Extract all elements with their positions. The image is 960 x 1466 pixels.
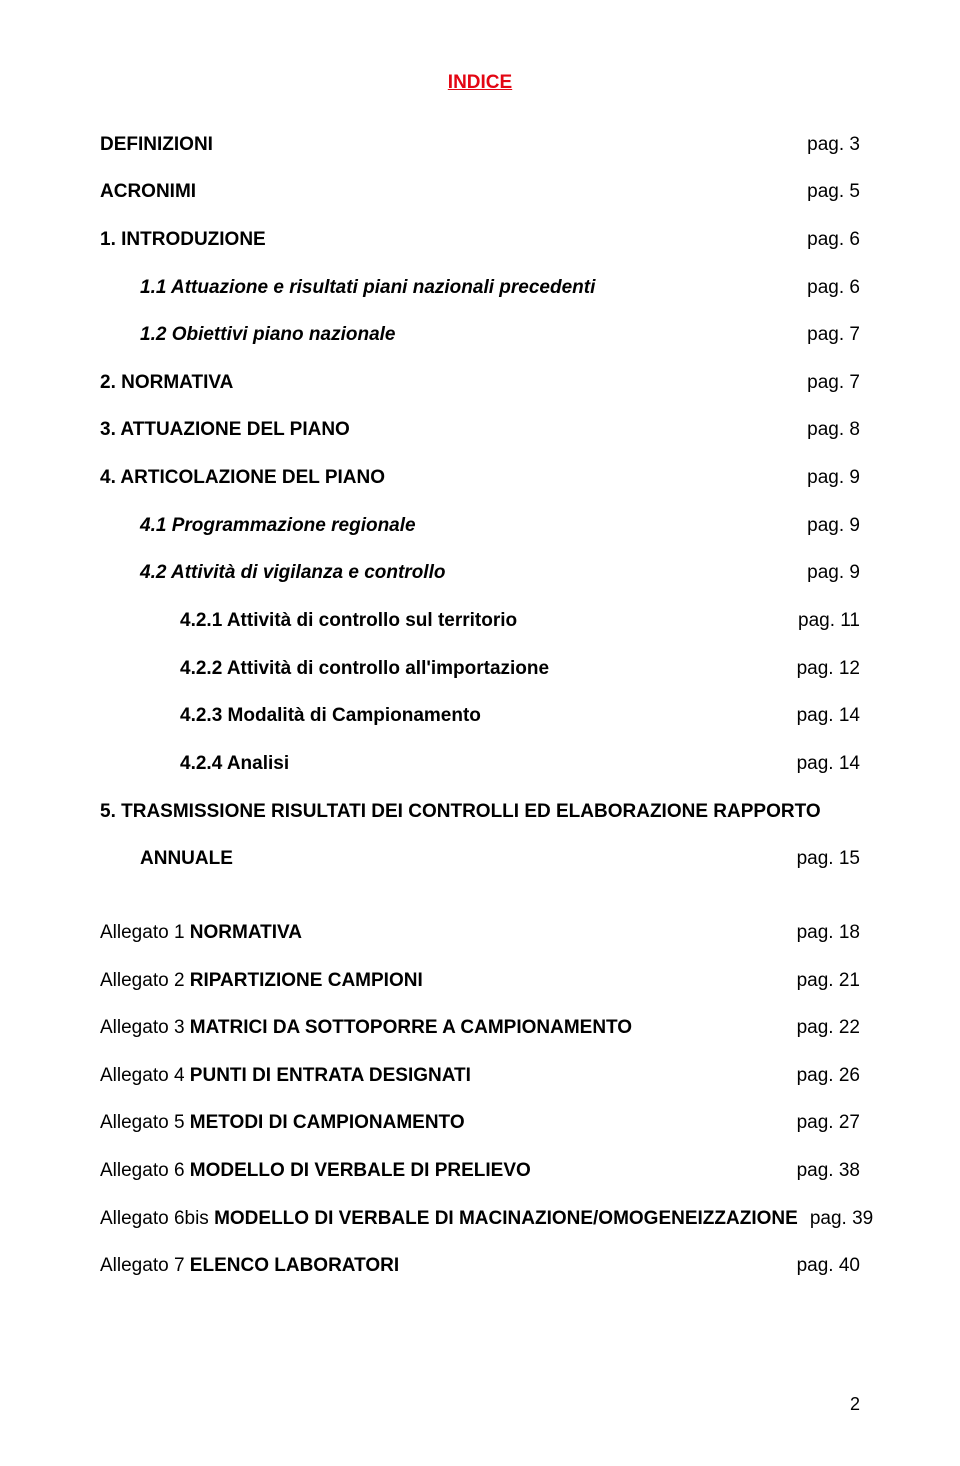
- annex-label: Allegato 7 ELENCO LABORATORI: [100, 1253, 399, 1279]
- toc-pageref: pag. 14: [785, 703, 860, 729]
- annex-prefix: Allegato 2: [100, 970, 190, 991]
- annex-label: Allegato 2 RIPARTIZIONE CAMPIONI: [100, 968, 423, 994]
- annex-label: Allegato 6bis MODELLO DI VERBALE DI MACI…: [100, 1206, 798, 1232]
- toc-row: 5. TRASMISSIONE RISULTATI DEI CONTROLLI …: [100, 799, 860, 825]
- toc-pageref: pag. 3: [795, 132, 860, 158]
- annex-pageref: pag. 21: [785, 968, 860, 994]
- annex-title: RIPARTIZIONE CAMPIONI: [190, 970, 423, 991]
- toc-label: 4.2 Attività di vigilanza e controllo: [140, 560, 445, 586]
- toc-row: 4.2.3 Modalità di Campionamento pag. 14: [100, 703, 860, 729]
- toc-pageref: pag. 12: [785, 656, 860, 682]
- toc-row: 1.2 Obiettivi piano nazionale pag. 7: [100, 322, 860, 348]
- annex-row: Allegato 4 PUNTI DI ENTRATA DESIGNATI pag…: [100, 1063, 860, 1089]
- toc-row: 4.2.2 Attività di controllo all'importaz…: [100, 656, 860, 682]
- annex-row: Allegato 6 MODELLO DI VERBALE DI PRELIEV…: [100, 1158, 860, 1184]
- annex-row: Allegato 3 MATRICI DA SOTTOPORRE A CAMPI…: [100, 1015, 860, 1041]
- annex-prefix: Allegato 6: [100, 1160, 190, 1181]
- toc-row: 2. NORMATIVA pag. 7: [100, 370, 860, 396]
- toc-pageref: pag. 15: [785, 846, 860, 872]
- toc-row: 3. ATTUAZIONE DEL PIANO pag. 8: [100, 417, 860, 443]
- toc-label: 4.2.4 Analisi: [180, 751, 289, 777]
- annex-pageref: pag. 22: [785, 1015, 860, 1041]
- toc-pageref: pag. 11: [786, 608, 860, 634]
- annex-title: MODELLO DI VERBALE DI MACINAZIONE/OMOGEN…: [214, 1208, 798, 1229]
- toc-label: 4. ARTICOLAZIONE DEL PIANO: [100, 465, 385, 491]
- annex-pageref: pag. 40: [785, 1253, 860, 1279]
- annex-prefix: Allegato 7: [100, 1255, 190, 1276]
- toc-pageref: pag. 9: [795, 465, 860, 491]
- annex-row: Allegato 5 METODI DI CAMPIONAMENTO pag. 2…: [100, 1110, 860, 1136]
- toc-row: ACRONIMI pag. 5: [100, 179, 860, 205]
- toc-label: 2. NORMATIVA: [100, 370, 233, 396]
- annex-prefix: Allegato 5: [100, 1112, 190, 1133]
- annex-row: Allegato 6bis MODELLO DI VERBALE DI MACI…: [100, 1206, 860, 1232]
- toc-row: 1.1 Attuazione e risultati piani naziona…: [100, 275, 860, 301]
- annex-row: Allegato 7 ELENCO LABORATORI pag. 40: [100, 1253, 860, 1279]
- annex-title: NORMATIVA: [190, 922, 302, 943]
- annex-label: Allegato 1 NORMATIVA: [100, 920, 302, 946]
- toc-label: 4.2.1 Attività di controllo sul territor…: [180, 608, 517, 634]
- toc-label: 4.2.3 Modalità di Campionamento: [180, 703, 481, 729]
- annex-prefix: Allegato 1: [100, 922, 190, 943]
- annex-title: ELENCO LABORATORI: [190, 1255, 399, 1276]
- annex-title: METODI DI CAMPIONAMENTO: [190, 1112, 465, 1133]
- toc-pageref: pag. 8: [795, 417, 860, 443]
- toc-label: 1. INTRODUZIONE: [100, 227, 266, 253]
- toc-pageref: pag. 5: [795, 179, 860, 205]
- toc-pageref: pag. 7: [795, 322, 860, 348]
- annex-label: Allegato 3 MATRICI DA SOTTOPORRE A CAMPI…: [100, 1015, 632, 1041]
- toc-label: 4.2.2 Attività di controllo all'importaz…: [180, 656, 549, 682]
- toc-items: DEFINIZIONI pag. 3 ACRONIMI pag. 5 1. INTROD…: [100, 132, 860, 872]
- toc-row: 4.1 Programmazione regionale pag. 9: [100, 513, 860, 539]
- toc-label: 1.1 Attuazione e risultati piani naziona…: [140, 275, 595, 301]
- toc-row: ANNUALE pag. 15: [100, 846, 860, 872]
- toc-pageref: pag. 7: [795, 370, 860, 396]
- annex-pageref: pag. 39: [798, 1206, 873, 1232]
- annex-label: Allegato 6 MODELLO DI VERBALE DI PRELIEV…: [100, 1158, 531, 1184]
- document-page: INDICE DEFINIZIONI pag. 3 ACRONIMI pag. 5 1.…: [0, 0, 960, 1466]
- toc-label: ACRONIMI: [100, 179, 196, 205]
- toc-pageref: pag. 9: [795, 513, 860, 539]
- toc-annexes: Allegato 1 NORMATIVA pag. 18 Allegato 2 RI…: [100, 920, 860, 1279]
- toc-label: 1.2 Obiettivi piano nazionale: [140, 322, 396, 348]
- annex-pageref: pag. 18: [785, 920, 860, 946]
- annex-title: MODELLO DI VERBALE DI PRELIEVO: [190, 1160, 531, 1181]
- annex-title: PUNTI DI ENTRATA DESIGNATI: [190, 1065, 471, 1086]
- toc-row: 4. ARTICOLAZIONE DEL PIANO pag. 9: [100, 465, 860, 491]
- toc-pageref: pag. 6: [795, 275, 860, 301]
- annex-prefix: Allegato 4: [100, 1065, 190, 1086]
- toc-label: DEFINIZIONI: [100, 132, 213, 158]
- toc-label: 5. TRASMISSIONE RISULTATI DEI CONTROLLI …: [100, 799, 821, 825]
- toc-pageref: pag. 6: [795, 227, 860, 253]
- toc-row: 4.2.1 Attività di controllo sul territor…: [100, 608, 860, 634]
- annex-pageref: pag. 38: [785, 1158, 860, 1184]
- toc-label: ANNUALE: [140, 846, 233, 872]
- toc-row: 1. INTRODUZIONE pag. 6: [100, 227, 860, 253]
- toc-label: 3. ATTUAZIONE DEL PIANO: [100, 417, 350, 443]
- annex-title: MATRICI DA SOTTOPORRE A CAMPIONAMENTO: [190, 1017, 632, 1038]
- annex-prefix: Allegato 6bis: [100, 1208, 214, 1229]
- annex-prefix: Allegato 3: [100, 1017, 190, 1038]
- toc-label: 4.1 Programmazione regionale: [140, 513, 416, 539]
- page-number: 2: [850, 1392, 860, 1416]
- toc-row: 4.2.4 Analisi pag. 14: [100, 751, 860, 777]
- toc-pageref: pag. 9: [795, 560, 860, 586]
- annex-label: Allegato 5 METODI DI CAMPIONAMENTO: [100, 1110, 465, 1136]
- annex-pageref: pag. 27: [785, 1110, 860, 1136]
- annex-label: Allegato 4 PUNTI DI ENTRATA DESIGNATI: [100, 1063, 471, 1089]
- toc-pageref: pag. 14: [785, 751, 860, 777]
- toc-row: DEFINIZIONI pag. 3: [100, 132, 860, 158]
- index-title: INDICE: [100, 70, 860, 96]
- annex-row: Allegato 2 RIPARTIZIONE CAMPIONI pag. 21: [100, 968, 860, 994]
- toc-row: 4.2 Attività di vigilanza e controllo pag…: [100, 560, 860, 586]
- annex-pageref: pag. 26: [785, 1063, 860, 1089]
- annex-row: Allegato 1 NORMATIVA pag. 18: [100, 920, 860, 946]
